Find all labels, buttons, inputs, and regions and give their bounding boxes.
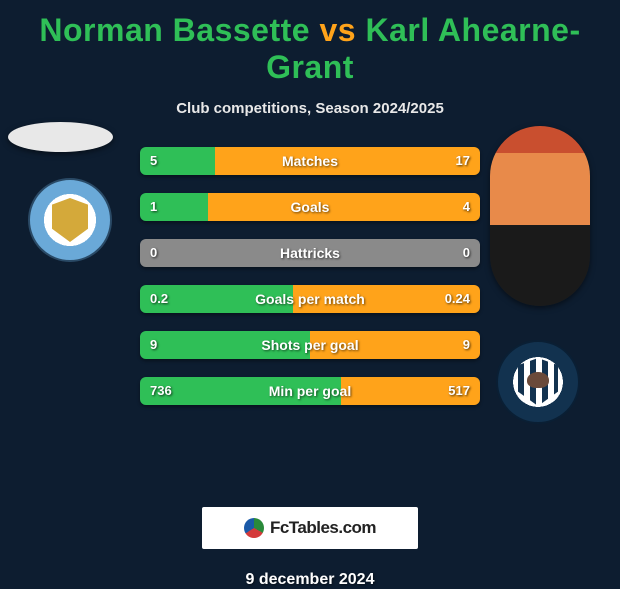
player1-name: Norman Bassette: [39, 12, 310, 48]
stat-row: 736517Min per goal: [140, 377, 480, 405]
stat-label: Matches: [140, 147, 480, 175]
vs-separator: vs: [319, 12, 356, 48]
stat-label: Min per goal: [140, 377, 480, 405]
comparison-title: Norman Bassette vs Karl Ahearne-Grant: [0, 0, 620, 86]
brand-box: FcTables.com: [202, 507, 418, 549]
stat-row: 00Hattricks: [140, 239, 480, 267]
stat-label: Goals: [140, 193, 480, 221]
stat-row: 0.20.24Goals per match: [140, 285, 480, 313]
stat-row: 517Matches: [140, 147, 480, 175]
player2-name: Karl Ahearne-Grant: [266, 12, 581, 85]
subtitle: Club competitions, Season 2024/2025: [0, 100, 620, 117]
stat-label: Goals per match: [140, 285, 480, 313]
stat-row: 99Shots per goal: [140, 331, 480, 359]
stat-label: Hattricks: [140, 239, 480, 267]
stat-bars: 517Matches 14Goals 00Hattricks 0.20.24Goals…: [140, 147, 480, 423]
stat-label: Shots per goal: [140, 331, 480, 359]
brand-text: FcTables.com: [270, 518, 376, 538]
stat-row: 14Goals: [140, 193, 480, 221]
stats-stage: 517Matches 14Goals 00Hattricks 0.20.24Goals…: [0, 147, 620, 467]
brand-logo-icon: [244, 518, 264, 538]
date-text: 9 december 2024: [0, 571, 620, 589]
